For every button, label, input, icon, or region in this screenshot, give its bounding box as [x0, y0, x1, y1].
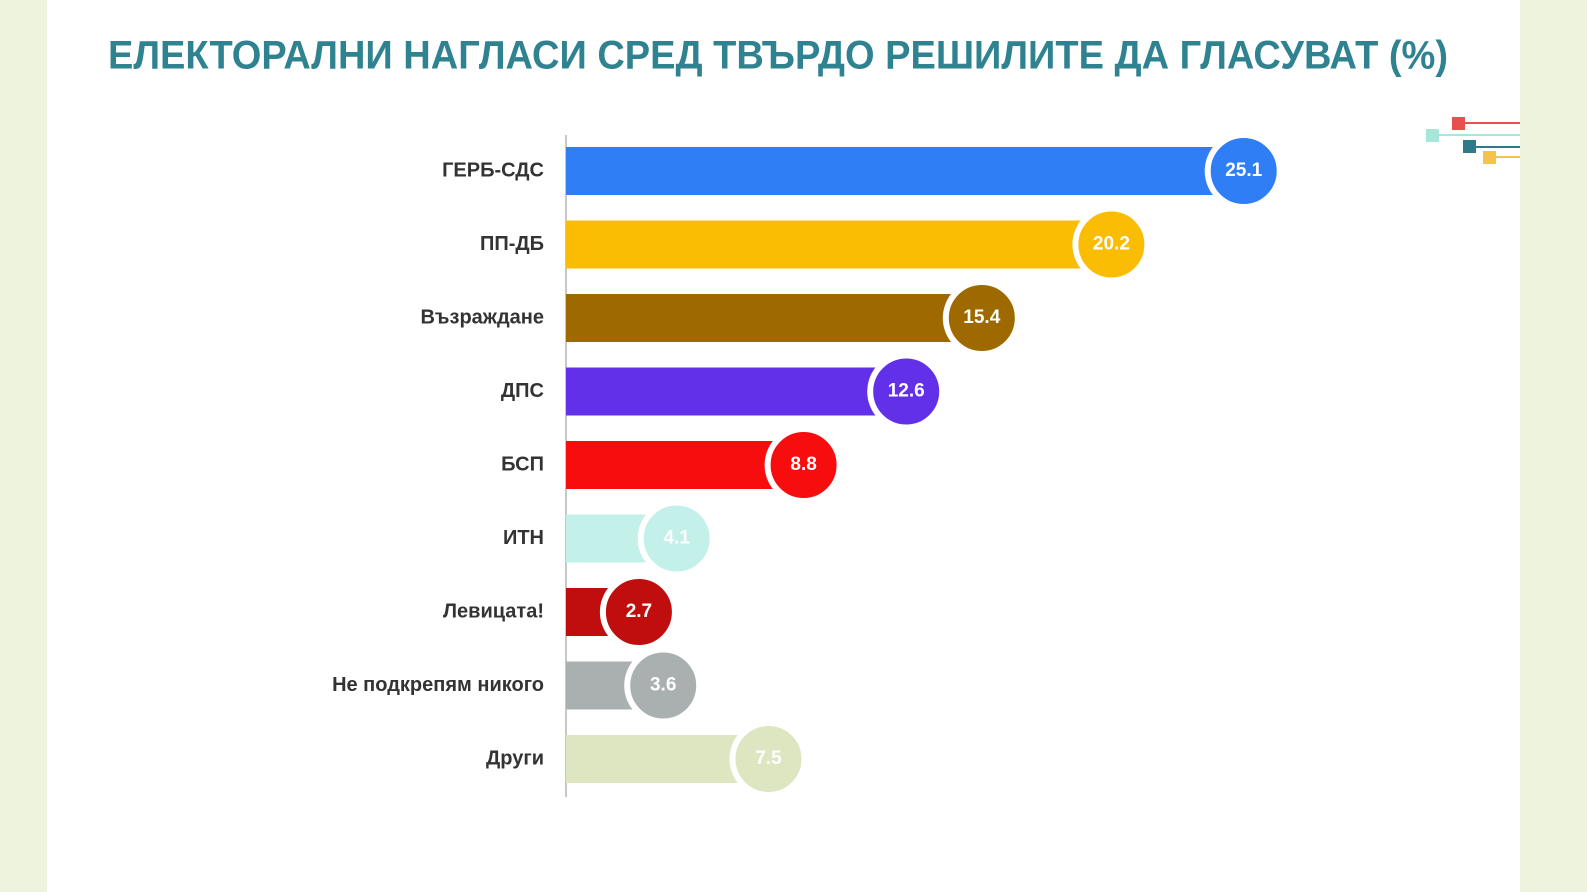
- value-bubble: [867, 352, 946, 431]
- value-bubble: [764, 426, 843, 504]
- value-label: 15.4: [963, 307, 1000, 328]
- bar: [566, 220, 1112, 269]
- value-label: 7.5: [755, 748, 782, 769]
- bar: [566, 294, 982, 342]
- side-strip: [0, 0, 47, 892]
- value-bubble: [1072, 205, 1151, 284]
- chart-title: ЕЛЕКТОРАЛНИ НАГЛАСИ СРЕД ТВЪРДО РЕШИЛИТЕ…: [108, 34, 1448, 78]
- category-label: ПП-ДБ: [480, 233, 544, 255]
- value-label: 4.1: [663, 528, 690, 549]
- category-label: Левицата!: [443, 600, 544, 622]
- category-label: Не подкрепям никого: [332, 674, 544, 696]
- value-label: 12.6: [888, 381, 925, 402]
- value-label: 2.7: [626, 601, 652, 622]
- value-bubble: [624, 646, 703, 725]
- side-strip: [1520, 0, 1587, 892]
- bar: [566, 441, 804, 489]
- value-bubble: [599, 573, 678, 651]
- category-label: ИТН: [503, 527, 544, 549]
- value-bubble: [942, 279, 1021, 357]
- value-bubble: [637, 499, 716, 578]
- value-label: 3.6: [650, 675, 676, 696]
- decoration: [1426, 117, 1520, 164]
- category-label: ДПС: [501, 380, 544, 402]
- category-label: БСП: [501, 453, 544, 475]
- value-bubble: [1204, 132, 1283, 210]
- value-label: 20.2: [1093, 234, 1130, 255]
- value-label: 25.1: [1225, 160, 1262, 181]
- value-label: 8.8: [790, 454, 816, 475]
- bar: [566, 367, 907, 416]
- category-label: Възраждане: [420, 306, 544, 328]
- category-label: ГЕРБ-СДС: [442, 159, 544, 181]
- value-bubble: [729, 720, 808, 798]
- category-label: Други: [486, 747, 544, 769]
- bar: [566, 147, 1244, 195]
